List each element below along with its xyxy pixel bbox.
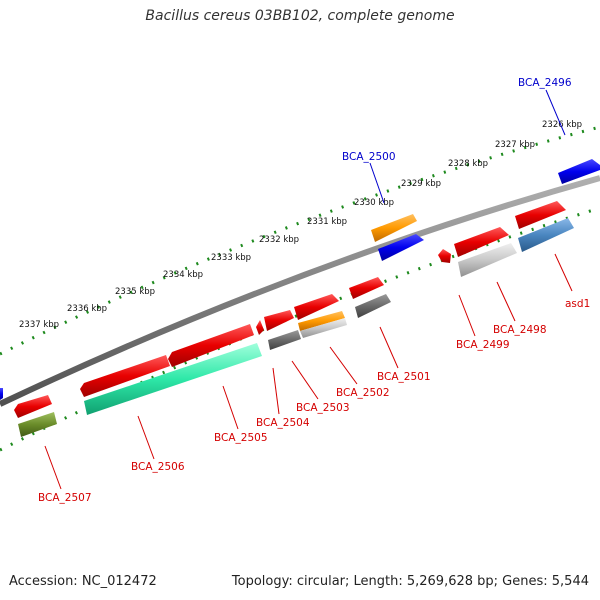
kbp-tick-label: 2328 kbp <box>448 159 488 169</box>
gene-box[interactable] <box>18 412 57 437</box>
leader-line <box>545 89 566 136</box>
kbp-tick-label: 2335 kbp <box>115 287 155 297</box>
kbp-tick-label: 2337 kbp <box>19 320 59 330</box>
gene-label[interactable]: BCA_2506 <box>131 461 185 473</box>
kbp-tick-label: 2327 kbp <box>495 140 535 150</box>
leader-line <box>458 294 476 337</box>
leader-line <box>272 367 280 415</box>
genome-backbone <box>0 175 600 407</box>
gene-arrow[interactable] <box>168 324 254 367</box>
kbp-tick-label: 2333 kbp <box>211 253 251 263</box>
leader-line <box>496 281 516 322</box>
gene-arrow[interactable] <box>378 234 424 261</box>
leader-lines <box>44 89 573 490</box>
gene-box[interactable] <box>458 243 517 277</box>
gene-label[interactable]: BCA_2496 <box>518 77 572 89</box>
kbp-tick-label: 2332 kbp <box>259 235 299 245</box>
gene-label[interactable]: BCA_2505 <box>214 432 268 444</box>
gene-arrow[interactable] <box>256 320 264 335</box>
kbp-tick-label: 2334 kbp <box>163 270 203 280</box>
gene-arrow[interactable] <box>515 201 566 229</box>
gene-arrow[interactable] <box>438 249 451 263</box>
kbp-tick-label: 2336 kbp <box>67 304 107 314</box>
gene-box[interactable] <box>268 330 301 350</box>
gene-arrow[interactable] <box>0 388 3 400</box>
gene-label[interactable]: BCA_2498 <box>493 324 547 336</box>
leader-line <box>222 385 239 430</box>
gene-arrow[interactable] <box>371 214 417 242</box>
gene-arrow[interactable] <box>80 355 170 397</box>
outer-tick-track <box>0 125 600 356</box>
gene-label[interactable]: BCA_2507 <box>38 492 92 504</box>
leader-line <box>554 253 573 292</box>
gene-label[interactable]: BCA_2500 <box>342 151 396 163</box>
gene-box[interactable] <box>84 343 262 415</box>
gene-arrow[interactable] <box>264 310 294 331</box>
gene-label[interactable]: BCA_2501 <box>377 371 431 383</box>
gene-arrow[interactable] <box>558 159 600 184</box>
map-title: Bacillus cereus 03BB102, complete genome <box>145 8 455 24</box>
gene-arrow[interactable] <box>454 227 509 257</box>
kbp-tick-label: 2329 kbp <box>401 179 441 189</box>
gene-arrow[interactable] <box>294 294 339 320</box>
gene-label[interactable]: BCA_2503 <box>296 402 350 414</box>
gene-labels: BCA_2496 BCA_2500 asd1 BCA_2498 BCA_2499… <box>38 77 590 504</box>
gene-label[interactable]: BCA_2499 <box>456 339 510 351</box>
leader-line <box>379 326 399 369</box>
gene-box[interactable] <box>518 218 574 252</box>
gene-arrow[interactable] <box>14 395 52 418</box>
leader-line <box>329 346 358 385</box>
gene-box[interactable] <box>298 311 345 331</box>
topology-text: Topology: circular; Length: 5,269,628 bp… <box>231 574 589 589</box>
kbp-tick-label: 2326 kbp <box>542 120 582 130</box>
kbp-tick-labels: 2326 kbp 2327 kbp 2328 kbp 2329 kbp 2330… <box>19 120 582 330</box>
gene-arrow[interactable] <box>349 277 384 299</box>
gene-label[interactable]: asd1 <box>565 298 590 310</box>
gene-label[interactable]: BCA_2502 <box>336 387 390 399</box>
accession-text: Accession: NC_012472 <box>9 574 157 589</box>
leader-line <box>137 415 155 460</box>
leader-line <box>369 162 385 204</box>
kbp-tick-label: 2331 kbp <box>307 217 347 227</box>
gene-box[interactable] <box>355 294 391 318</box>
lower-strand-genes <box>18 218 574 437</box>
leader-line <box>44 445 62 490</box>
upper-strand-genes <box>0 159 600 418</box>
gene-box[interactable] <box>300 318 347 338</box>
gene-label[interactable]: BCA_2504 <box>256 417 310 429</box>
kbp-tick-label: 2330 kbp <box>354 198 394 208</box>
leader-line <box>291 360 319 400</box>
